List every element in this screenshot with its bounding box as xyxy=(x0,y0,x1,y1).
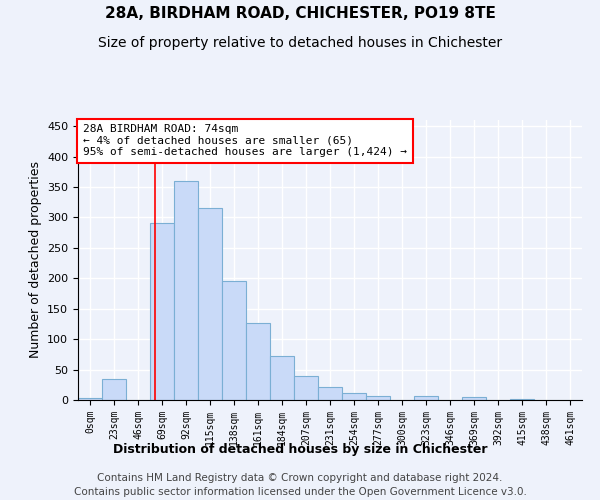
Text: Contains HM Land Registry data © Crown copyright and database right 2024.
Contai: Contains HM Land Registry data © Crown c… xyxy=(74,473,526,497)
Bar xyxy=(366,396,390,400)
Bar xyxy=(342,394,366,400)
Bar xyxy=(78,398,102,400)
Bar xyxy=(294,376,318,400)
Bar xyxy=(198,208,222,400)
Bar xyxy=(174,181,198,400)
Bar xyxy=(270,356,294,400)
Text: 28A BIRDHAM ROAD: 74sqm
← 4% of detached houses are smaller (65)
95% of semi-det: 28A BIRDHAM ROAD: 74sqm ← 4% of detached… xyxy=(83,124,407,158)
Bar xyxy=(414,396,438,400)
Text: Distribution of detached houses by size in Chichester: Distribution of detached houses by size … xyxy=(113,442,487,456)
Text: 28A, BIRDHAM ROAD, CHICHESTER, PO19 8TE: 28A, BIRDHAM ROAD, CHICHESTER, PO19 8TE xyxy=(104,6,496,20)
Bar xyxy=(462,397,486,400)
Y-axis label: Number of detached properties: Number of detached properties xyxy=(29,162,41,358)
Bar xyxy=(102,378,126,400)
Bar xyxy=(510,399,534,400)
Bar xyxy=(150,224,174,400)
Text: Size of property relative to detached houses in Chichester: Size of property relative to detached ho… xyxy=(98,36,502,51)
Bar xyxy=(246,322,270,400)
Bar xyxy=(318,387,342,400)
Bar xyxy=(222,282,246,400)
